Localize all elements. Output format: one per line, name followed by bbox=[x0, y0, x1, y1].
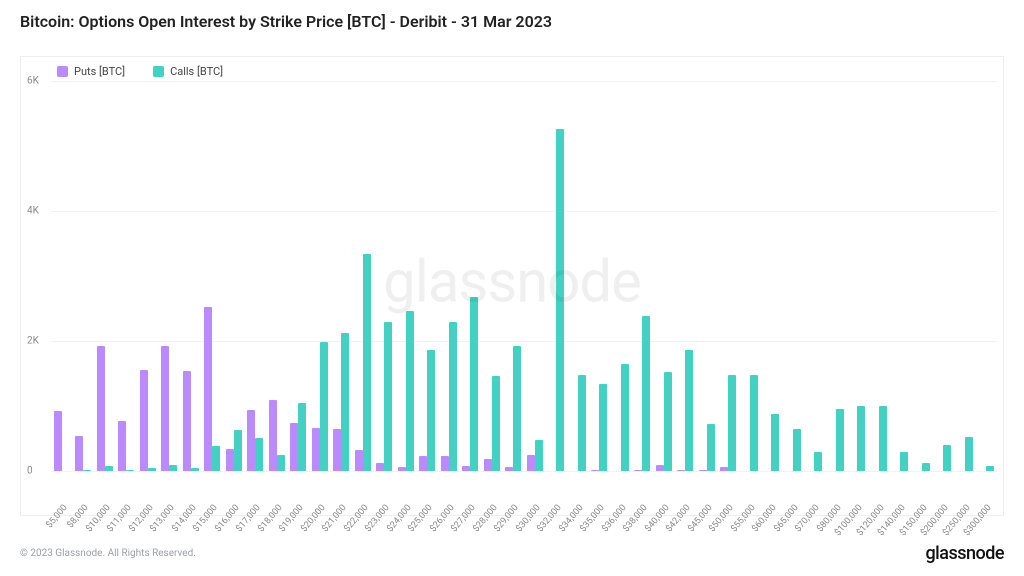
bar-puts bbox=[505, 467, 513, 471]
bar-calls bbox=[492, 376, 500, 471]
bar-calls bbox=[105, 466, 113, 471]
bar-calls bbox=[879, 406, 887, 471]
legend-item-puts: Puts [BTC] bbox=[57, 65, 125, 78]
bar-calls bbox=[191, 468, 199, 471]
bar-calls bbox=[277, 455, 285, 471]
bar-calls bbox=[384, 322, 392, 472]
y-tick-label: 0 bbox=[27, 466, 33, 477]
bar-puts bbox=[699, 470, 707, 471]
legend: Puts [BTC] Calls [BTC] bbox=[57, 65, 223, 78]
bar-puts bbox=[333, 429, 341, 471]
bar-calls bbox=[212, 446, 220, 471]
bar-puts bbox=[591, 470, 599, 471]
bar-calls bbox=[642, 316, 650, 471]
copyright: © 2023 Glassnode. All Rights Reserved. bbox=[20, 548, 196, 559]
bar-calls bbox=[363, 254, 371, 471]
bar-calls bbox=[427, 350, 435, 471]
bar-calls bbox=[965, 437, 973, 471]
chart-title: Bitcoin: Options Open Interest by Strike… bbox=[20, 12, 552, 31]
bar-puts bbox=[312, 428, 320, 471]
chart-area: Puts [BTC] Calls [BTC] glassnode 02K4K6K… bbox=[20, 56, 1004, 516]
bar-calls bbox=[685, 350, 693, 471]
bar-puts bbox=[75, 436, 83, 471]
bar-puts bbox=[290, 423, 298, 471]
legend-label-puts: Puts [BTC] bbox=[74, 65, 125, 78]
bar-calls bbox=[148, 468, 156, 471]
bar-calls bbox=[234, 430, 242, 471]
bar-calls bbox=[449, 322, 457, 472]
bar-calls bbox=[836, 409, 844, 471]
bar-calls bbox=[750, 375, 758, 471]
bar-puts bbox=[183, 371, 191, 471]
y-tick-label: 6K bbox=[27, 76, 39, 87]
bar-puts bbox=[161, 346, 169, 471]
bar-puts bbox=[376, 463, 384, 471]
bar-calls bbox=[535, 440, 543, 471]
bar-calls bbox=[341, 333, 349, 471]
legend-swatch-calls bbox=[153, 66, 164, 77]
bar-calls bbox=[922, 463, 930, 471]
bar-puts bbox=[226, 449, 234, 471]
bar-calls bbox=[664, 372, 672, 471]
bar-puts bbox=[54, 411, 62, 471]
brand-logo: glassnode bbox=[925, 543, 1004, 564]
bar-calls bbox=[406, 311, 414, 471]
bar-calls bbox=[943, 445, 951, 471]
bar-puts bbox=[247, 410, 255, 471]
bar-calls bbox=[470, 297, 478, 471]
bar-calls bbox=[599, 384, 607, 471]
bar-puts bbox=[419, 456, 427, 471]
bar-calls bbox=[707, 424, 715, 471]
bar-calls bbox=[986, 466, 994, 471]
bar-calls bbox=[255, 438, 263, 471]
bar-calls bbox=[728, 375, 736, 471]
bar-puts bbox=[398, 467, 406, 471]
bar-puts bbox=[140, 370, 148, 471]
bar-puts bbox=[462, 466, 470, 471]
bar-calls bbox=[513, 346, 521, 471]
bar-calls bbox=[83, 470, 91, 471]
bar-calls bbox=[320, 342, 328, 471]
bar-puts bbox=[355, 450, 363, 471]
gridline bbox=[51, 471, 997, 472]
y-tick-label: 4K bbox=[27, 206, 39, 217]
bar-puts bbox=[720, 467, 728, 471]
footer: © 2023 Glassnode. All Rights Reserved. g… bbox=[20, 543, 1004, 564]
legend-item-calls: Calls [BTC] bbox=[153, 65, 223, 78]
bar-puts bbox=[634, 470, 642, 471]
legend-label-calls: Calls [BTC] bbox=[170, 65, 223, 78]
bar-calls bbox=[556, 129, 564, 471]
bar-calls bbox=[126, 470, 134, 471]
bar-calls bbox=[900, 452, 908, 472]
legend-swatch-puts bbox=[57, 66, 68, 77]
bar-puts bbox=[484, 459, 492, 471]
bar-puts bbox=[118, 421, 126, 471]
plot-region bbox=[51, 81, 997, 471]
bar-puts bbox=[204, 307, 212, 471]
bar-puts bbox=[269, 400, 277, 472]
bar-puts bbox=[441, 456, 449, 471]
bar-calls bbox=[578, 375, 586, 471]
bar-calls bbox=[298, 403, 306, 471]
y-tick-label: 2K bbox=[27, 336, 39, 347]
bar-puts bbox=[97, 346, 105, 471]
x-tick-label: $5,000 bbox=[44, 503, 69, 530]
bar-calls bbox=[771, 414, 779, 471]
bar-calls bbox=[169, 465, 177, 472]
bar-calls bbox=[621, 364, 629, 471]
bar-puts bbox=[527, 455, 535, 471]
bar-calls bbox=[857, 406, 865, 471]
bar-puts bbox=[677, 470, 685, 471]
bar-calls bbox=[793, 429, 801, 471]
bar-puts bbox=[656, 465, 664, 472]
bar-calls bbox=[814, 452, 822, 472]
